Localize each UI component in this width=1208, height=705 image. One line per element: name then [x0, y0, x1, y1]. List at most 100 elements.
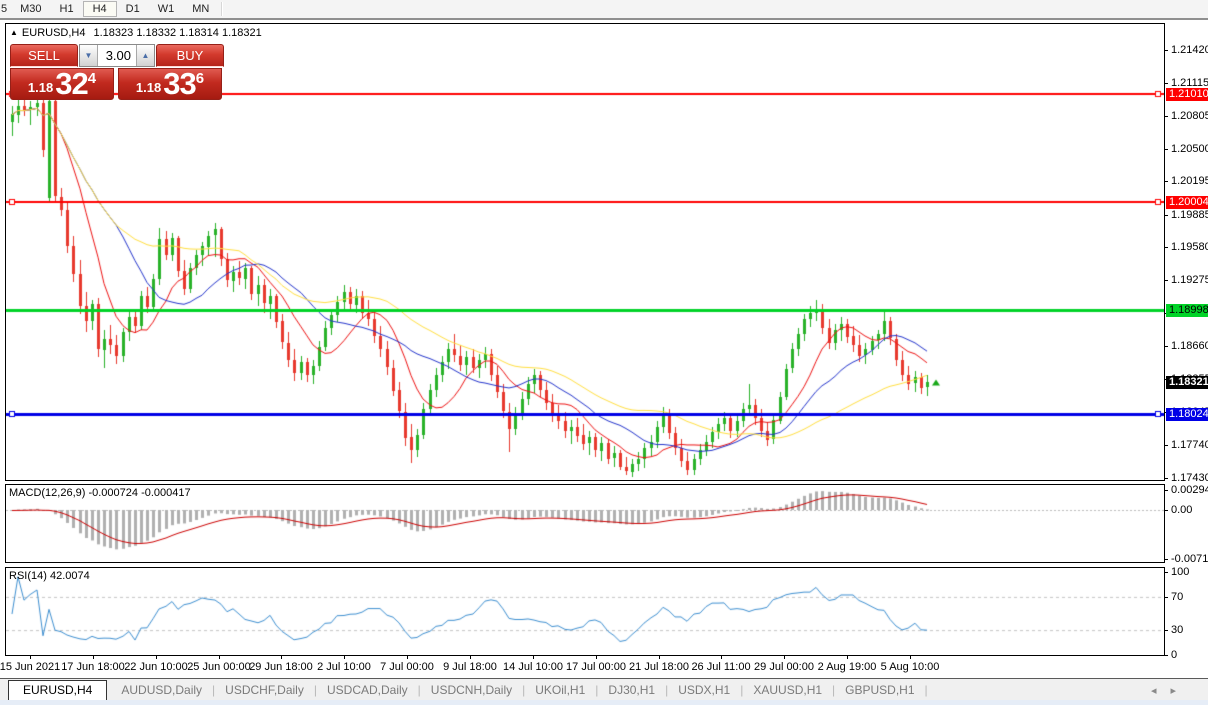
- macd-tick-mark: [1164, 510, 1168, 511]
- tab-scroll-left-icon[interactable]: ◂: [1150, 684, 1171, 697]
- sell-price-sup: 4: [87, 70, 97, 87]
- volume-input[interactable]: 3.00: [105, 48, 131, 63]
- period-button-mn[interactable]: MN: [192, 3, 210, 15]
- rsi-axis-label: 0: [1171, 649, 1178, 661]
- chart-tab-usdcad-daily[interactable]: USDCAD,Daily: [326, 683, 408, 697]
- hline-price-label: 1.21010: [1166, 88, 1208, 101]
- chart-tab-dj30-h1[interactable]: DJ30,H1: [608, 683, 656, 697]
- price-tick-mark: [1164, 445, 1168, 446]
- date-tick-mark: [344, 655, 345, 659]
- arrow-down-icon: ▼: [84, 51, 93, 60]
- volume-spinner: ▼ 3.00 ▲: [79, 44, 155, 67]
- chart-tab-eurusd-h4[interactable]: EURUSD,H4: [8, 679, 108, 701]
- date-label: 17 Jun 18:00: [61, 661, 125, 673]
- price-tick-label: 1.18660: [1171, 340, 1208, 352]
- rsi-axis-label: 30: [1171, 624, 1184, 636]
- chart-tabs: EURUSD,H4 AUDUSD,Daily | USDCHF,Daily | USDCA…: [0, 679, 928, 701]
- rsi-axis-label: 70: [1171, 591, 1184, 603]
- date-label: 25 Jun 00:00: [187, 661, 251, 673]
- date-tick-mark: [533, 655, 534, 659]
- volume-increase-button[interactable]: ▲: [136, 45, 154, 66]
- price-tick-mark: [1164, 280, 1168, 281]
- price-tick-mark: [1164, 215, 1168, 216]
- date-label: 17 Jul 00:00: [566, 661, 626, 673]
- rsi-tick-mark: [1164, 655, 1168, 656]
- period-button-m30[interactable]: M30: [20, 3, 42, 15]
- chart-tab-usdcnh-daily[interactable]: USDCNH,Daily: [430, 683, 513, 697]
- sell-button[interactable]: SELL: [10, 44, 78, 67]
- buy-price-display[interactable]: 1.18 33 6: [118, 68, 222, 100]
- macd-tick-mark: [1164, 559, 1168, 560]
- price-tick-label: 1.19580: [1171, 241, 1208, 253]
- toolbar-separator: [221, 2, 224, 16]
- price-tick-mark: [1164, 149, 1168, 150]
- date-tick-mark: [407, 655, 408, 659]
- price-tick-mark: [1164, 346, 1168, 347]
- chart-tab-usdx-h1[interactable]: USDX,H1: [678, 683, 731, 697]
- tab-scroll-right-icon[interactable]: ▸: [1170, 684, 1190, 697]
- period-button-5[interactable]: 5: [1, 3, 8, 15]
- buy-button[interactable]: BUY: [156, 44, 224, 67]
- current-price-label: 1.18321: [1166, 376, 1208, 389]
- date-tick-mark: [596, 655, 597, 659]
- price-tick-label: 1.19885: [1171, 209, 1208, 221]
- tab-separator: |: [665, 683, 669, 697]
- date-label: 22 Jun 10:00: [124, 661, 188, 673]
- rsi-canvas[interactable]: [6, 568, 1164, 655]
- arrow-up-icon: ▲: [141, 51, 150, 60]
- rsi-axis-label: 100: [1171, 566, 1190, 578]
- sell-price-big: 32: [55, 66, 88, 101]
- rsi-tick-mark: [1164, 572, 1168, 573]
- period-button-h4[interactable]: H4: [82, 1, 117, 17]
- chart-tab-ukoil-h1[interactable]: UKOil,H1: [535, 683, 586, 697]
- date-tick-mark: [470, 655, 471, 659]
- rsi-panel: [5, 567, 1165, 656]
- chart-symbol-label: EURUSD,H4: [21, 27, 86, 39]
- date-label: 7 Jul 00:00: [380, 661, 434, 673]
- tab-separator: |: [595, 683, 599, 697]
- chart-quotes: 1.18323 1.18332 1.18314 1.18321: [93, 27, 262, 39]
- date-label: 9 Jul 18:00: [443, 661, 497, 673]
- price-tick-label: 1.17740: [1171, 439, 1208, 451]
- tab-separator: |: [313, 683, 317, 697]
- collapse-arrow-icon[interactable]: ▲: [10, 28, 18, 37]
- tab-separator: |: [522, 683, 526, 697]
- hline-price-label: 1.20004: [1166, 196, 1208, 209]
- date-label: 2 Jul 10:00: [317, 661, 371, 673]
- price-chart-canvas[interactable]: [6, 24, 1164, 480]
- price-tick-mark: [1164, 116, 1168, 117]
- tab-separator: |: [212, 683, 216, 697]
- chart-tab-xauusd-h1[interactable]: XAUUSD,H1: [753, 683, 823, 697]
- tab-scroll-arrows: ◂▸: [1151, 684, 1190, 697]
- date-tick-mark: [721, 655, 722, 659]
- price-tick-label: 1.20500: [1171, 143, 1208, 155]
- sell-price-prefix: 1.18: [27, 80, 54, 95]
- volume-decrease-button[interactable]: ▼: [80, 45, 98, 66]
- date-label: 29 Jul 00:00: [754, 661, 814, 673]
- period-button-h1[interactable]: H1: [59, 3, 74, 15]
- date-label: 14 Jul 10:00: [503, 661, 563, 673]
- buy-price-sup: 6: [195, 70, 205, 87]
- date-tick-mark: [156, 655, 157, 659]
- chart-tab-audusd-daily[interactable]: AUDUSD,Daily: [121, 683, 203, 697]
- macd-axis-label: 0.002947: [1171, 484, 1208, 496]
- chart-tab-bar: EURUSD,H4 AUDUSD,Daily | USDCHF,Daily | USDCA…: [0, 678, 1208, 701]
- price-tick-label: 1.21420: [1171, 44, 1208, 56]
- buy-price-big: 33: [163, 66, 196, 101]
- date-tick-mark: [281, 655, 282, 659]
- period-button-d1[interactable]: D1: [125, 3, 140, 15]
- period-button-w1[interactable]: W1: [157, 3, 175, 15]
- price-tick-mark: [1164, 50, 1168, 51]
- chart-tab-usdchf-daily[interactable]: USDCHF,Daily: [225, 683, 304, 697]
- macd-axis-label: -0.007151: [1171, 553, 1208, 565]
- sell-price-display[interactable]: 1.18 32 4: [10, 68, 114, 100]
- price-tick-mark: [1164, 83, 1168, 84]
- price-chart-panel: [5, 23, 1165, 481]
- macd-canvas[interactable]: [6, 485, 1164, 562]
- date-tick-mark: [659, 655, 660, 659]
- chart-tab-gbpusd-h1[interactable]: GBPUSD,H1: [845, 683, 915, 697]
- one-click-trading-panel: SELL ▼ 3.00 ▲ BUY 1.18 32 4 1.18 33 6: [10, 44, 224, 100]
- date-label: 15 Jun 2021: [0, 661, 61, 673]
- status-strip: [0, 700, 1208, 705]
